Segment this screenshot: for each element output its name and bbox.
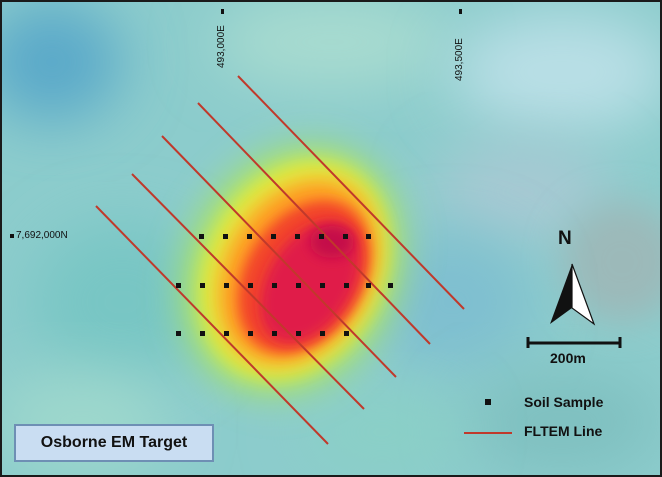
soil-sample-marker [248, 331, 253, 336]
soil-sample-marker [344, 283, 349, 288]
easting-tick-493500 [459, 9, 462, 14]
soil-sample-marker [248, 283, 253, 288]
soil-sample-marker [247, 234, 252, 239]
fltem-line [161, 135, 397, 378]
fltem-line [95, 205, 329, 445]
soil-sample-marker [200, 331, 205, 336]
soil-sample-marker [223, 234, 228, 239]
soil-sample-marker [224, 331, 229, 336]
soil-sample-marker [320, 331, 325, 336]
soil-samples [176, 234, 393, 336]
legend-soil-sample-label: Soil Sample [524, 394, 604, 410]
northing-label: 7,692,000N [16, 230, 68, 241]
soil-sample-marker [344, 331, 349, 336]
easting-label-493500: 493,500E [454, 38, 465, 81]
northing-tick-7692000 [10, 234, 14, 238]
soil-sample-marker [295, 234, 300, 239]
soil-sample-marker [343, 234, 348, 239]
soil-sample-marker [199, 234, 204, 239]
easting-label-493000: 493,000E [216, 25, 227, 68]
north-arrow-label: N [558, 228, 572, 249]
soil-sample-marker [319, 234, 324, 239]
north-arrow-icon [550, 263, 596, 326]
scale-bar [526, 337, 622, 348]
fltem-line [197, 102, 431, 345]
soil-sample-marker [296, 331, 301, 336]
fltem-lines [95, 75, 465, 445]
map-title-box: Osborne EM Target [14, 424, 214, 462]
soil-sample-marker [176, 283, 181, 288]
fltem-line [237, 75, 465, 310]
soil-sample-marker [366, 283, 371, 288]
soil-sample-marker [272, 283, 277, 288]
soil-sample-marker [224, 283, 229, 288]
soil-sample-marker [296, 283, 301, 288]
easting-tick-493000 [221, 9, 224, 14]
scale-bar-label: 200m [550, 350, 586, 366]
soil-sample-icon [485, 399, 491, 405]
soil-sample-marker [388, 283, 393, 288]
soil-sample-marker [320, 283, 325, 288]
legend-fltem-line-label: FLTEM Line [524, 423, 603, 439]
fltem-line [131, 173, 365, 410]
soil-sample-marker [200, 283, 205, 288]
soil-sample-marker [176, 331, 181, 336]
soil-sample-marker [272, 331, 277, 336]
soil-sample-marker [271, 234, 276, 239]
soil-sample-marker [366, 234, 371, 239]
map-title: Osborne EM Target [40, 434, 188, 451]
